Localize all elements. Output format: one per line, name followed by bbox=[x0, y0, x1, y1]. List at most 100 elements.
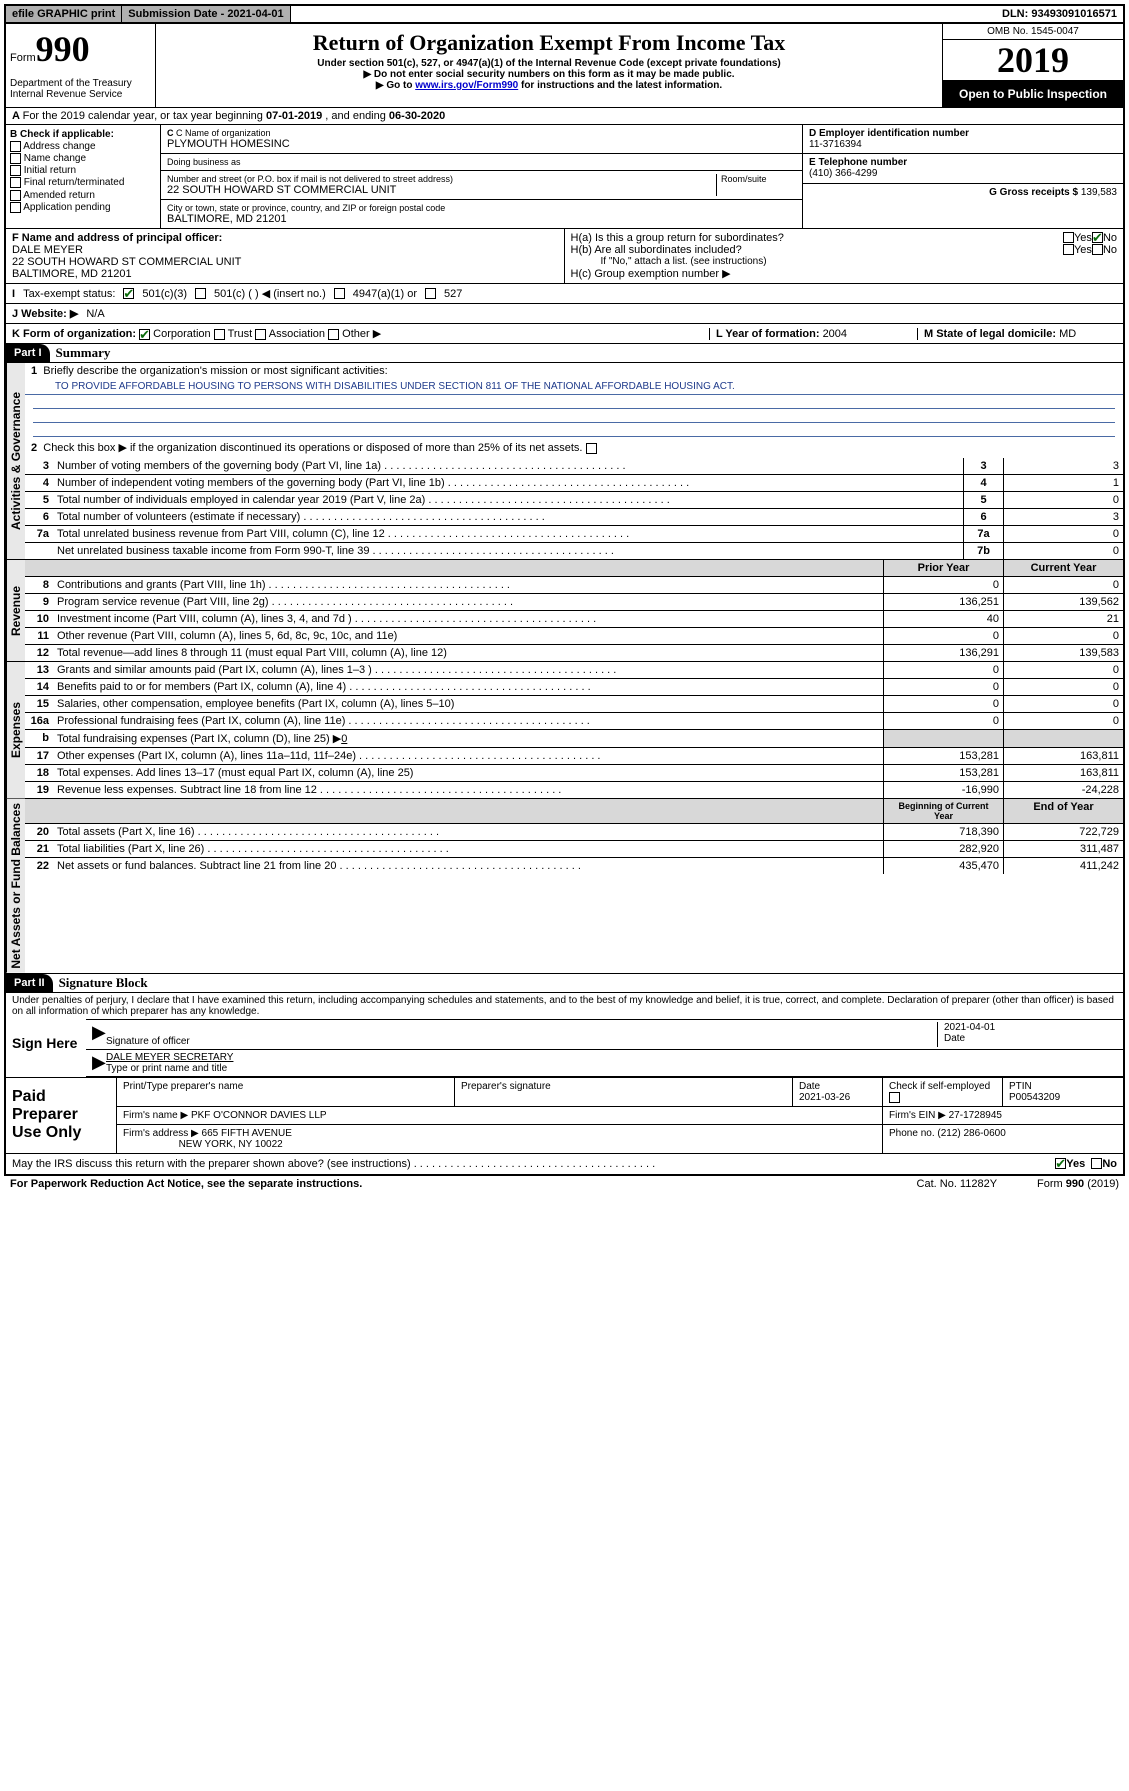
p11: 0 bbox=[883, 628, 1003, 644]
omb-number: OMB No. 1545-0047 bbox=[943, 24, 1123, 40]
discuss-yes[interactable] bbox=[1055, 1158, 1066, 1169]
mission-text: TO PROVIDE AFFORDABLE HOUSING TO PERSONS… bbox=[25, 379, 1123, 395]
chk-corp[interactable] bbox=[139, 329, 150, 340]
chk-application-pending[interactable]: Application pending bbox=[10, 202, 156, 213]
begin-hdr: Beginning of Current Year bbox=[883, 799, 1003, 823]
footer-cat: Cat. No. 11282Y bbox=[917, 1178, 998, 1190]
subtitle-1: Under section 501(c), 527, or 4947(a)(1)… bbox=[160, 58, 938, 69]
val7a: 0 bbox=[1003, 526, 1123, 542]
chk-4947[interactable] bbox=[334, 288, 345, 299]
p14: 0 bbox=[883, 679, 1003, 695]
c8: 0 bbox=[1003, 577, 1123, 593]
chk-other[interactable] bbox=[328, 329, 339, 340]
val5: 0 bbox=[1003, 492, 1123, 508]
addr-label: Number and street (or P.O. box if mail i… bbox=[167, 174, 716, 184]
ha-yes[interactable] bbox=[1063, 232, 1074, 243]
vtab-expenses: Expenses bbox=[6, 662, 25, 798]
val7b: 0 bbox=[1003, 543, 1123, 559]
line13: Grants and similar amounts paid (Part IX… bbox=[53, 662, 843, 678]
line11: Other revenue (Part VIII, column (A), li… bbox=[53, 628, 843, 644]
line17: Other expenses (Part IX, column (A), lin… bbox=[53, 748, 843, 764]
row-f-officer: F Name and address of principal officer:… bbox=[6, 229, 565, 283]
subtitle-2: ▶ Do not enter social security numbers o… bbox=[160, 69, 938, 80]
chk-501c3[interactable] bbox=[123, 288, 134, 299]
vtab-revenue: Revenue bbox=[6, 560, 25, 661]
tax-year: 2019 bbox=[943, 40, 1123, 81]
gross-label: G Gross receipts $ bbox=[989, 187, 1081, 198]
form-id-cell: Form990 Department of the Treasury Inter… bbox=[6, 24, 156, 108]
room-label: Room/suite bbox=[721, 174, 796, 184]
irs-link[interactable]: www.irs.gov/Form990 bbox=[415, 80, 518, 91]
prep-selfemp: Check if self-employed bbox=[883, 1078, 1003, 1106]
sig-name-label: Type or print name and title bbox=[106, 1063, 227, 1074]
dept-treasury: Department of the Treasury Internal Reve… bbox=[10, 70, 151, 100]
line6: Total number of volunteers (estimate if … bbox=[53, 509, 963, 525]
perjury-declaration: Under penalties of perjury, I declare th… bbox=[6, 993, 1123, 1019]
val6: 3 bbox=[1003, 509, 1123, 525]
line2-label: Check this box ▶ if the organization dis… bbox=[43, 442, 582, 454]
line22: Net assets or fund balances. Subtract li… bbox=[53, 858, 843, 874]
efile-print-button[interactable]: efile GRAPHIC print bbox=[6, 6, 122, 22]
org-name: PLYMOUTH HOMESINC bbox=[167, 138, 796, 150]
chk-trust[interactable] bbox=[214, 329, 225, 340]
org-name-label: C C Name of organization bbox=[167, 128, 796, 138]
form-number: 990 bbox=[36, 29, 90, 69]
c20: 722,729 bbox=[1003, 824, 1123, 840]
footer-right: Form 990 (2019) bbox=[1037, 1178, 1119, 1190]
chk-assoc[interactable] bbox=[255, 329, 266, 340]
dept-line2: Internal Revenue Service bbox=[10, 89, 151, 100]
chk-final-return[interactable]: Final return/terminated bbox=[10, 177, 156, 188]
chk-501c[interactable] bbox=[195, 288, 206, 299]
line10: Investment income (Part VIII, column (A)… bbox=[53, 611, 843, 627]
line12: Total revenue—add lines 8 through 11 (mu… bbox=[53, 645, 843, 661]
page-footer: For Paperwork Reduction Act Notice, see … bbox=[4, 1176, 1125, 1192]
chk-527[interactable] bbox=[425, 288, 436, 299]
val4: 1 bbox=[1003, 475, 1123, 491]
p21: 282,920 bbox=[883, 841, 1003, 857]
hb-yes[interactable] bbox=[1063, 244, 1074, 255]
p19: -16,990 bbox=[883, 782, 1003, 798]
p10: 40 bbox=[883, 611, 1003, 627]
city-label: City or town, state or province, country… bbox=[167, 203, 796, 213]
submission-date-button[interactable]: Submission Date - 2021-04-01 bbox=[122, 6, 290, 22]
form-title: Return of Organization Exempt From Incom… bbox=[160, 30, 938, 56]
prior-year-hdr: Prior Year bbox=[883, 560, 1003, 576]
line19: Revenue less expenses. Subtract line 18 … bbox=[53, 782, 843, 798]
chk-address-change[interactable]: Address change bbox=[10, 141, 156, 152]
line3: Number of voting members of the governin… bbox=[53, 458, 963, 474]
firm-addr: Firm's address ▶ 665 FIFTH AVENUE NEW YO… bbox=[117, 1125, 883, 1153]
line18: Total expenses. Add lines 13–17 (must eq… bbox=[53, 765, 843, 781]
col-b-checkboxes: B Check if applicable: Address change Na… bbox=[6, 125, 161, 228]
chk-initial-return[interactable]: Initial return bbox=[10, 165, 156, 176]
line16b: Total fundraising expenses (Part IX, col… bbox=[53, 730, 843, 747]
line16a: Professional fundraising fees (Part IX, … bbox=[53, 713, 843, 729]
prep-date: Date2021-03-26 bbox=[793, 1078, 883, 1106]
p13: 0 bbox=[883, 662, 1003, 678]
tel-value: (410) 366-4299 bbox=[809, 168, 1117, 179]
prep-name-label: Print/Type preparer's name bbox=[117, 1078, 455, 1106]
chk-line2[interactable] bbox=[586, 443, 597, 454]
c18: 163,811 bbox=[1003, 765, 1123, 781]
part1-header: Part I bbox=[6, 344, 50, 362]
form-prefix: Form bbox=[10, 52, 36, 64]
c17: 163,811 bbox=[1003, 748, 1123, 764]
line14: Benefits paid to or for members (Part IX… bbox=[53, 679, 843, 695]
part2-header: Part II bbox=[6, 974, 53, 992]
header-right: OMB No. 1545-0047 2019 Open to Public In… bbox=[943, 24, 1123, 108]
addr-value: 22 SOUTH HOWARD ST COMMERCIAL UNIT bbox=[167, 184, 716, 196]
chk-selfemp[interactable] bbox=[889, 1092, 900, 1103]
chk-name-change[interactable]: Name change bbox=[10, 153, 156, 164]
c12: 139,583 bbox=[1003, 645, 1123, 661]
form-title-cell: Return of Organization Exempt From Incom… bbox=[156, 24, 943, 108]
discuss-no[interactable] bbox=[1091, 1158, 1102, 1169]
ha-no[interactable] bbox=[1092, 232, 1103, 243]
ein-label: D Employer identification number bbox=[809, 128, 969, 139]
line1-label: Briefly describe the organization's miss… bbox=[43, 365, 387, 377]
c11: 0 bbox=[1003, 628, 1123, 644]
chk-amended[interactable]: Amended return bbox=[10, 190, 156, 201]
tel-label: E Telephone number bbox=[809, 157, 907, 168]
gross-value: 139,583 bbox=[1081, 187, 1117, 198]
val3: 3 bbox=[1003, 458, 1123, 474]
hb-no[interactable] bbox=[1092, 244, 1103, 255]
current-year-hdr: Current Year bbox=[1003, 560, 1123, 576]
